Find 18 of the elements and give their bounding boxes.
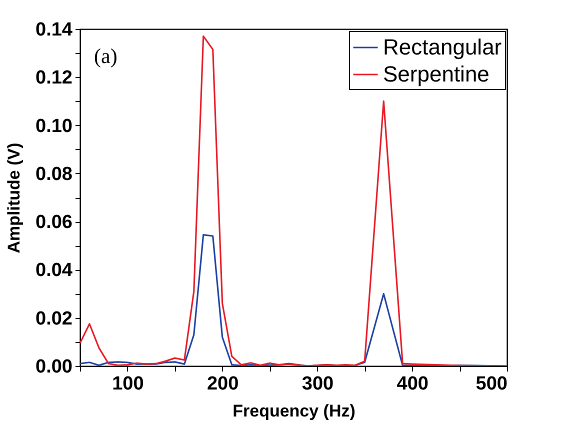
- y-tick-label: 0.00: [36, 356, 72, 378]
- y-tick-label: 0.08: [36, 164, 72, 185]
- x-tick-label: 400: [396, 374, 428, 394]
- annotation: (a): [94, 44, 118, 68]
- x-tick-label: 500: [476, 374, 508, 394]
- x-tick-label: 200: [206, 374, 239, 394]
- y-tick-label: 0.02: [36, 308, 72, 330]
- y-tick-label: 0.10: [36, 116, 72, 137]
- y-tick-label: 0.12: [36, 68, 72, 89]
- legend-label: Rectangular: [383, 34, 502, 60]
- y-tick-label: 0.06: [36, 212, 72, 234]
- y-tick-label: 0.14: [36, 20, 73, 40]
- x-tick-label: 100: [112, 374, 144, 394]
- y-tick-label: 0.04: [36, 260, 73, 282]
- x-axis-title: Frequency (Hz): [232, 402, 356, 420]
- legend-label: Serpentine: [383, 62, 490, 86]
- y-axis-title: Amplitude (V): [4, 142, 24, 254]
- x-tick-label: 300: [302, 374, 334, 394]
